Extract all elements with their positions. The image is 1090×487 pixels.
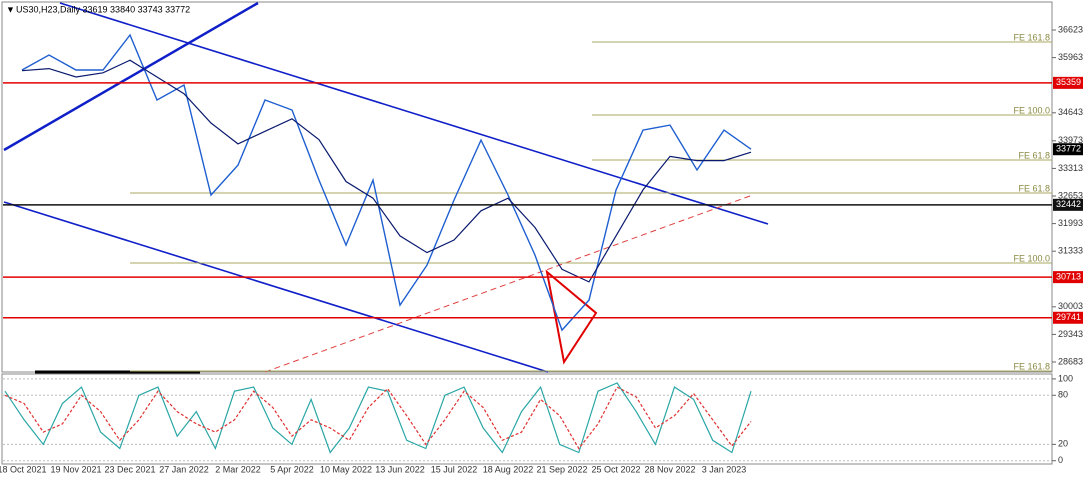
x-tick-label: 15 Jul 2022 bbox=[431, 464, 478, 474]
fib-label: FE 61.8 bbox=[1018, 183, 1050, 193]
y-tick-label: 0 bbox=[1058, 455, 1063, 465]
y-tick-label: 29343 bbox=[1058, 329, 1083, 339]
y-tick-label: 33973 bbox=[1058, 135, 1083, 145]
x-tick-label: 19 Nov 2021 bbox=[50, 464, 101, 474]
x-tick-label: 23 Dec 2021 bbox=[104, 464, 155, 474]
fib-label: FE 161.8 bbox=[1013, 32, 1050, 42]
y-tick-label: 34643 bbox=[1058, 107, 1083, 117]
series-line bbox=[21, 33, 752, 332]
price-tag bbox=[1053, 143, 1083, 156]
price-label: 33772 bbox=[1056, 144, 1081, 154]
series-line bbox=[4, 386, 752, 450]
y-tick-label: 36623 bbox=[1058, 24, 1083, 34]
level-label: 32442 bbox=[1056, 199, 1081, 209]
y-tick-label: 35963 bbox=[1058, 52, 1083, 62]
price-panel bbox=[1, 1, 1053, 373]
fib-label: FE 100.0 bbox=[1013, 253, 1050, 263]
symbol-icon: ▼ bbox=[6, 4, 15, 14]
channel-line bbox=[59, 2, 769, 225]
x-tick-label: 13 Jun 2022 bbox=[375, 464, 425, 474]
y-tick-label: 31333 bbox=[1058, 246, 1083, 256]
y-tick-label: 100 bbox=[1058, 373, 1073, 383]
y-tick-label: 28683 bbox=[1058, 356, 1083, 366]
fib-label: FE 161.8 bbox=[1013, 361, 1050, 371]
level-tag bbox=[1053, 271, 1083, 284]
y-tick-label: 33313 bbox=[1058, 163, 1083, 173]
series-line bbox=[4, 382, 752, 454]
x-tick-label: 10 May 2022 bbox=[320, 464, 372, 474]
chart-title: US30,H23,Daily 33619 33840 33743 33772 bbox=[16, 4, 190, 14]
x-tick-label: 28 Nov 2022 bbox=[644, 464, 695, 474]
x-tick-label: 18 Aug 2022 bbox=[483, 464, 534, 474]
x-tick-label: 18 Oct 2021 bbox=[0, 464, 47, 474]
channel-line bbox=[3, 201, 549, 373]
support-line bbox=[264, 195, 751, 373]
y-tick-label: 20 bbox=[1058, 439, 1068, 449]
y-tick-label: 30003 bbox=[1058, 301, 1083, 311]
x-tick-label: 25 Oct 2022 bbox=[591, 464, 640, 474]
x-tick-label: 5 Apr 2022 bbox=[270, 464, 314, 474]
level-tag bbox=[1053, 311, 1083, 324]
y-tick-label: 31993 bbox=[1058, 218, 1083, 228]
level-label: 29741 bbox=[1056, 312, 1081, 322]
level-label: 35359 bbox=[1056, 77, 1081, 87]
x-tick-label: 2 Mar 2022 bbox=[215, 464, 261, 474]
level-label: 30713 bbox=[1056, 272, 1081, 282]
trend-line bbox=[3, 1, 259, 152]
level-tag bbox=[1053, 76, 1083, 89]
fib-lines bbox=[130, 41, 1052, 372]
fib-label: FE 61.8 bbox=[1018, 150, 1050, 160]
series-line bbox=[21, 59, 752, 283]
y-tick-label: 32653 bbox=[1058, 190, 1083, 200]
x-tick-label: 27 Jan 2022 bbox=[159, 464, 209, 474]
triangle-pattern bbox=[545, 269, 598, 365]
oscillator-panel bbox=[1, 373, 1053, 465]
x-tick-label: 21 Sep 2022 bbox=[536, 464, 587, 474]
x-tick-label: 3 Jan 2023 bbox=[702, 464, 747, 474]
level-tag bbox=[1053, 198, 1083, 211]
fib-label: FE 100.0 bbox=[1013, 105, 1050, 115]
y-tick-label: 80 bbox=[1058, 390, 1068, 400]
